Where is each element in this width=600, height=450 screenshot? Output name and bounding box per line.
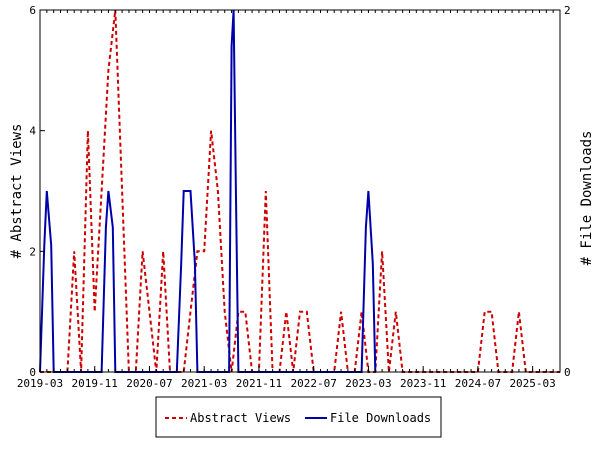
- legend: Abstract Views File Downloads: [155, 396, 442, 438]
- right-y-tick-label: 0: [564, 366, 571, 379]
- x-tick-label: 2025-03: [509, 377, 555, 390]
- legend-label-file-downloads: File Downloads: [330, 411, 431, 425]
- legend-box: [155, 396, 442, 438]
- x-tick-label: 2024-07: [455, 377, 501, 390]
- x-axis-ticks: [39, 10, 561, 372]
- x-tick-label: 2020-07: [126, 377, 172, 390]
- x-tick-label: 2019-11: [72, 377, 118, 390]
- x-tick-label: 2019-03: [17, 377, 63, 390]
- x-tick-label: 2023-11: [400, 377, 446, 390]
- left-y-tick-label: 2: [29, 245, 36, 258]
- x-tick-label: 2021-03: [181, 377, 227, 390]
- left-y-tick-label: 6: [29, 4, 36, 17]
- x-axis-tick-labels: 2019-03 2019-11 2020-07 2021-03 2021-11 2022-…: [17, 377, 556, 390]
- legend-label-abstract-views: Abstract Views: [190, 411, 291, 425]
- x-tick-label: 2022-07: [291, 377, 337, 390]
- x-tick-label: 2021-11: [236, 377, 282, 390]
- left-y-tick-label: 0: [29, 366, 36, 379]
- right-y-tick-label: 2: [564, 4, 571, 17]
- left-y-axis: 0 2 4 6: [29, 4, 45, 379]
- left-y-tick-label: 4: [29, 125, 36, 138]
- right-y-axis-label: # File Downloads: [579, 131, 595, 266]
- left-y-axis-label: # Abstract Views: [9, 124, 25, 259]
- x-tick-label: 2023-03: [345, 377, 391, 390]
- right-y-axis: 02: [555, 4, 571, 379]
